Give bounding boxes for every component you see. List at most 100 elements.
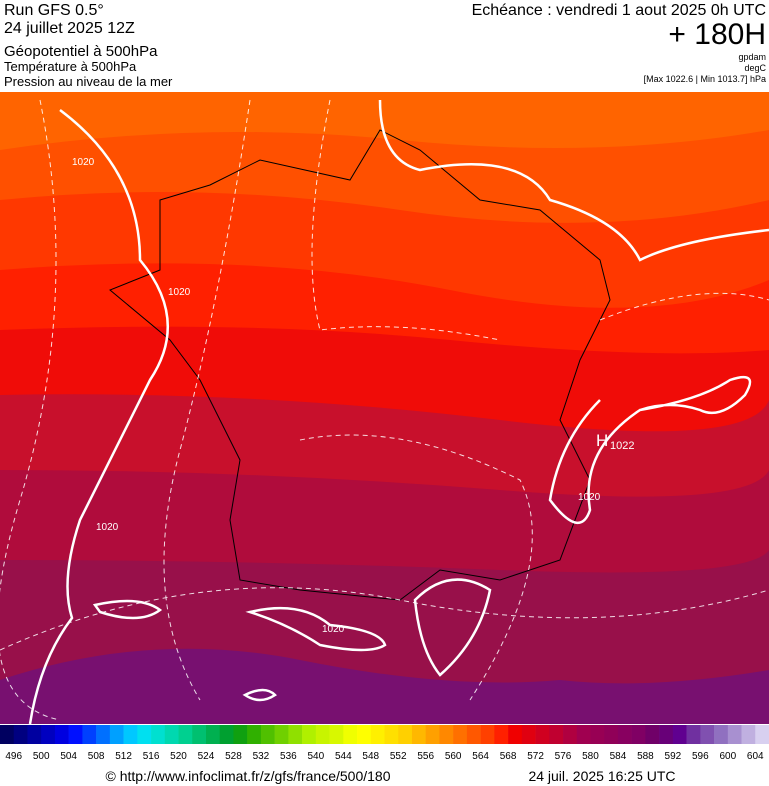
colorbar-swatch xyxy=(82,725,97,744)
colorbar-swatch xyxy=(631,725,646,744)
colorbar-swatch xyxy=(178,725,193,744)
colorbar-swatch xyxy=(329,725,344,744)
colorbar-swatch xyxy=(343,725,358,744)
isobar-label: 1020 xyxy=(578,492,601,503)
colorbar-swatch xyxy=(563,725,578,744)
colorbar-swatch xyxy=(274,725,289,744)
unit: degC xyxy=(744,63,766,73)
colorbar-label: 588 xyxy=(637,751,654,762)
isobar xyxy=(92,599,163,620)
colorbar-swatch xyxy=(13,725,28,744)
field-label: Géopotentiel à 500hPa xyxy=(4,43,158,60)
colorbar-label: 532 xyxy=(253,751,270,762)
colorbar-swatch xyxy=(659,725,674,744)
colorbar-swatch xyxy=(302,725,317,744)
colorbar-swatch xyxy=(151,725,166,744)
colorbar-swatch xyxy=(480,725,495,744)
colorbar-label: 564 xyxy=(472,751,489,762)
unit: gpdam xyxy=(738,52,766,62)
colorbar-swatch xyxy=(233,725,248,744)
colorbar-label: 552 xyxy=(390,751,407,762)
run-date: 24 juillet 2025 12Z xyxy=(4,20,135,37)
colorbar-label: 528 xyxy=(225,751,242,762)
colorbar-swatch xyxy=(686,725,701,744)
colorbar-swatch xyxy=(576,725,591,744)
colorbar-label: 524 xyxy=(198,751,215,762)
colorbar-label: 584 xyxy=(610,751,627,762)
colorbar-swatch xyxy=(164,725,179,744)
colorbar-swatch xyxy=(466,725,481,744)
colorbar-swatch xyxy=(315,725,330,744)
colorbar-swatch xyxy=(453,725,468,744)
colorbar-swatch xyxy=(549,725,564,744)
temp-band xyxy=(0,648,769,724)
colorbar-label: 600 xyxy=(719,751,736,762)
colorbar-swatch xyxy=(384,725,399,744)
colorbar-label: 572 xyxy=(527,751,544,762)
lead-time: + 180H xyxy=(668,18,766,51)
isobar xyxy=(378,99,769,262)
colorbar-label: 604 xyxy=(747,751,764,762)
colorbar-label: 556 xyxy=(417,751,434,762)
colorbar-swatch xyxy=(439,725,454,744)
colorbar: 496 500 504 508 512 516 520 524 528 532 536 540 544 5… xyxy=(0,725,769,762)
isobar-label: 1020 xyxy=(322,624,345,635)
coastline xyxy=(109,129,611,601)
isobar xyxy=(548,375,752,525)
footer-stamp: 24 juil. 2025 16:25 UTC xyxy=(528,768,675,784)
isobar-label: 1020 xyxy=(168,287,191,298)
colorbar-swatch xyxy=(755,725,769,744)
colorbar-swatch xyxy=(357,725,372,744)
isobar-label: 1020 xyxy=(96,522,119,533)
colorbar-swatch xyxy=(398,725,413,744)
colorbar-swatch xyxy=(370,725,385,744)
colorbar-label: 540 xyxy=(307,751,324,762)
colorbar-label: 592 xyxy=(665,751,682,762)
field-label: Température à 500hPa xyxy=(4,59,137,74)
colorbar-label: 568 xyxy=(500,751,517,762)
echeance: Echéance : vendredi 1 aout 2025 0h UTC xyxy=(472,2,766,19)
colorbar-swatch xyxy=(411,725,426,744)
colorbar-swatch xyxy=(741,725,756,744)
isobar xyxy=(242,688,277,702)
colorbar-label: 576 xyxy=(555,751,572,762)
colorbar-swatch xyxy=(508,725,523,744)
colorbar-label: 580 xyxy=(582,751,599,762)
colorbar-label: 516 xyxy=(143,751,160,762)
colorbar-swatch xyxy=(535,725,550,744)
colorbar-label: 596 xyxy=(692,751,709,762)
field-label: Pression au niveau de la mer xyxy=(4,74,173,89)
isobar xyxy=(413,578,492,677)
colorbar-swatch xyxy=(727,725,742,744)
colorbar-label: 520 xyxy=(170,751,187,762)
colorbar-swatch xyxy=(205,725,221,744)
colorbar-swatch xyxy=(288,725,303,744)
pressure-range: [Max 1022.6 | Min 1013.7] hPa xyxy=(644,74,766,84)
isobar xyxy=(245,606,387,652)
colorbar-swatch xyxy=(714,725,729,744)
colorbar-label: 496 xyxy=(5,751,22,762)
colorbar-swatch xyxy=(41,725,56,744)
high-symbol: H xyxy=(596,431,608,450)
colorbar-swatch xyxy=(54,725,69,744)
map: 1020 1020 1020 1020 1020 H 1022 xyxy=(0,92,769,724)
colorbar-swatch xyxy=(700,725,715,744)
colorbar-label: 560 xyxy=(445,751,462,762)
colorbar-swatch xyxy=(247,725,262,744)
colorbar-swatch xyxy=(123,725,138,744)
colorbar-swatch xyxy=(425,725,440,744)
colorbar-swatch xyxy=(27,725,42,744)
colorbar-swatch xyxy=(604,725,619,744)
colorbar-label: 536 xyxy=(280,751,297,762)
high-value: 1022 xyxy=(610,440,634,452)
colorbar-label: 548 xyxy=(362,751,379,762)
colorbar-swatch xyxy=(645,725,660,744)
isobar xyxy=(28,109,169,724)
colorbar-swatch xyxy=(521,725,536,744)
isotherm xyxy=(0,587,769,651)
colorbar-swatch xyxy=(219,725,234,744)
colorbar-swatch xyxy=(672,725,687,744)
footer-url: © http://www.infoclimat.fr/z/gfs/france/… xyxy=(106,768,391,784)
